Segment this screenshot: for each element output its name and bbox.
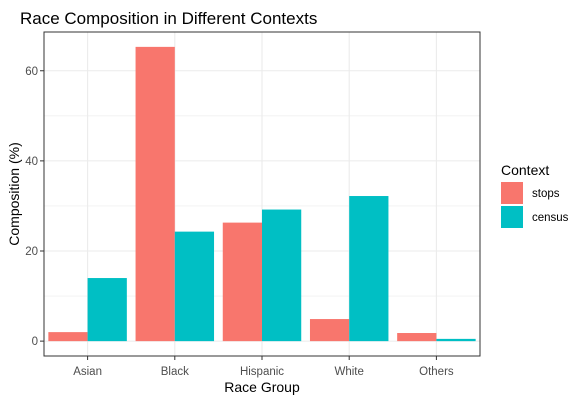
- x-tick-label: Asian: [73, 366, 102, 378]
- x-tick-label: White: [334, 366, 363, 378]
- y-tick-label: 0: [32, 336, 38, 348]
- legend-items: stops census: [501, 182, 569, 228]
- y-tick-label: 40: [25, 156, 38, 168]
- x-tick-label: Hispanic: [240, 366, 284, 378]
- chart-title: Race Composition in Different Contexts: [20, 9, 317, 28]
- legend-label-census: census: [532, 212, 569, 224]
- legend-key-census: [501, 206, 523, 228]
- bar-stops-white: [310, 319, 349, 341]
- bar-census-others: [436, 339, 475, 341]
- x-axis: Asian Black Hispanic White Others: [73, 356, 454, 378]
- bar-census-hispanic: [262, 210, 301, 342]
- legend-key-stops: [501, 182, 523, 204]
- bar-stops-hispanic: [223, 223, 262, 342]
- y-axis: 0 20 40 60: [25, 66, 44, 348]
- legend-title: Context: [501, 162, 549, 178]
- y-axis-title: Composition (%): [6, 142, 22, 245]
- bar-census-white: [349, 196, 388, 341]
- x-tick-label: Black: [161, 366, 189, 378]
- legend: Context stops census: [501, 162, 569, 228]
- y-tick-label: 20: [25, 246, 38, 258]
- bar-census-asian: [88, 278, 127, 341]
- bar-stops-others: [397, 333, 436, 341]
- bar-stops-asian: [48, 332, 87, 341]
- x-axis-title: Race Group: [224, 379, 300, 395]
- y-tick-label: 60: [25, 66, 38, 78]
- bar-census-black: [175, 232, 214, 342]
- x-tick-label: Others: [419, 366, 454, 378]
- legend-label-stops: stops: [532, 188, 560, 200]
- bar-stops-black: [136, 47, 175, 341]
